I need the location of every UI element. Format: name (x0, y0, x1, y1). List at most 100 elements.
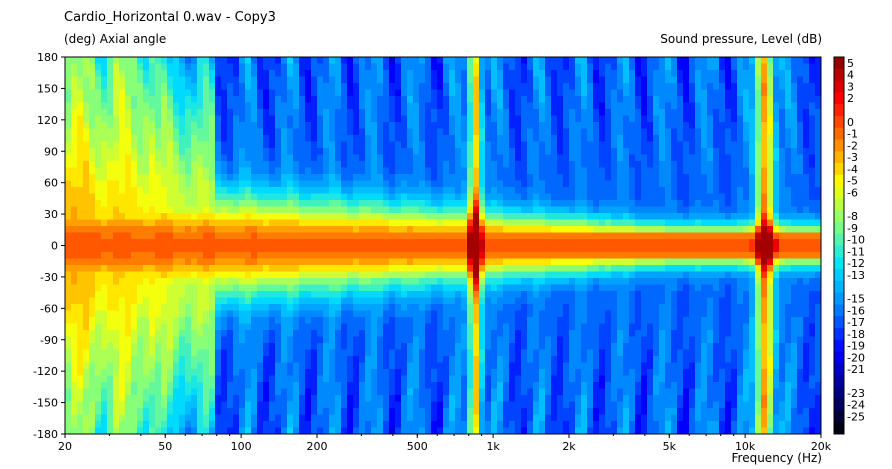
heatmap-cell (251, 102, 258, 110)
heatmap-cell (317, 336, 324, 344)
heatmap-cell (83, 252, 90, 260)
heatmap-cell (65, 284, 72, 292)
heatmap-cell (491, 141, 498, 149)
heatmap-cell (77, 76, 84, 84)
heatmap-cell (275, 427, 282, 434)
heatmap-cell (419, 297, 426, 305)
heatmap-cell (413, 128, 420, 136)
heatmap-cell (305, 213, 312, 221)
heatmap-cell (191, 245, 198, 253)
heatmap-cell (215, 76, 222, 84)
heatmap-cell (563, 109, 570, 117)
heatmap-cell (203, 382, 210, 390)
heatmap-cell (161, 180, 168, 188)
heatmap-cell (119, 382, 126, 390)
heatmap-cell (377, 375, 384, 383)
heatmap-cell (323, 148, 330, 156)
heatmap-cell (173, 349, 180, 357)
heatmap-cell (503, 323, 510, 331)
heatmap-cell (263, 362, 270, 370)
heatmap-cell (305, 161, 312, 169)
heatmap-cell (209, 219, 216, 227)
heatmap-cell (221, 70, 228, 78)
heatmap-cell (575, 265, 582, 273)
heatmap-cell (299, 395, 306, 403)
heatmap-cell (545, 128, 552, 136)
heatmap-cell (305, 343, 312, 351)
heatmap-cell (347, 427, 354, 434)
heatmap-cell (65, 206, 72, 214)
heatmap-cell (83, 174, 90, 182)
heatmap-cell (323, 356, 330, 364)
heatmap-cell (125, 271, 132, 279)
heatmap-cell (329, 109, 336, 117)
heatmap-cell (569, 336, 576, 344)
heatmap-cell (509, 382, 516, 390)
heatmap-cell (395, 226, 402, 234)
heatmap-cell (515, 284, 522, 292)
heatmap-cell (197, 427, 204, 434)
heatmap-cell (119, 245, 126, 253)
heatmap-cell (419, 245, 426, 253)
heatmap-cell (281, 141, 288, 149)
heatmap-cell (155, 57, 162, 65)
heatmap-cell (299, 271, 306, 279)
heatmap-cell (473, 395, 480, 403)
heatmap-cell (65, 148, 72, 156)
heatmap-cell (293, 323, 300, 331)
heatmap-cell (407, 245, 414, 253)
heatmap-cell (557, 148, 564, 156)
heatmap-cell (179, 219, 186, 227)
heatmap-cell (425, 330, 432, 338)
heatmap-cell (461, 369, 468, 377)
heatmap-cell (491, 382, 498, 390)
heatmap-cell (227, 219, 234, 227)
heatmap-cell (281, 297, 288, 305)
heatmap-cell (203, 102, 210, 110)
heatmap-cell (191, 102, 198, 110)
heatmap-cell (539, 70, 546, 78)
heatmap-cell (137, 57, 144, 65)
heatmap-cell (533, 395, 540, 403)
heatmap-cell (425, 57, 432, 65)
heatmap-cell (425, 193, 432, 201)
heatmap-cell (419, 219, 426, 227)
heatmap-cell (263, 219, 270, 227)
heatmap-cell (257, 388, 264, 396)
heatmap-cell (311, 63, 318, 71)
heatmap-cell (395, 102, 402, 110)
heatmap-cell (383, 187, 390, 195)
heatmap-cell (221, 239, 228, 247)
heatmap-cell (497, 323, 504, 331)
heatmap-cell (371, 336, 378, 344)
heatmap-cell (443, 161, 450, 169)
heatmap-cell (347, 219, 354, 227)
heatmap-cell (89, 317, 96, 325)
heatmap-cell (293, 343, 300, 351)
heatmap-cell (77, 382, 84, 390)
heatmap-cell (281, 356, 288, 364)
heatmap-cell (521, 109, 528, 117)
heatmap-cell (395, 265, 402, 273)
heatmap-cell (209, 213, 216, 221)
heatmap-cell (377, 76, 384, 84)
heatmap-cell (323, 232, 330, 240)
heatmap-cell (419, 187, 426, 195)
heatmap-cell (251, 265, 258, 273)
heatmap-cell (521, 388, 528, 396)
heatmap-cell (431, 213, 438, 221)
heatmap-cell (179, 180, 186, 188)
heatmap-cell (95, 193, 102, 201)
heatmap-cell (335, 76, 342, 84)
heatmap-cell (293, 401, 300, 409)
heatmap-cell (395, 258, 402, 266)
heatmap-cell (83, 193, 90, 201)
heatmap-cell (479, 109, 486, 117)
heatmap-cell (227, 122, 234, 130)
heatmap-cell (503, 427, 510, 434)
heatmap-cell (401, 76, 408, 84)
heatmap-cell (533, 180, 540, 188)
heatmap-cell (467, 57, 474, 65)
heatmap-cell (401, 421, 408, 429)
heatmap-cell (461, 278, 468, 286)
